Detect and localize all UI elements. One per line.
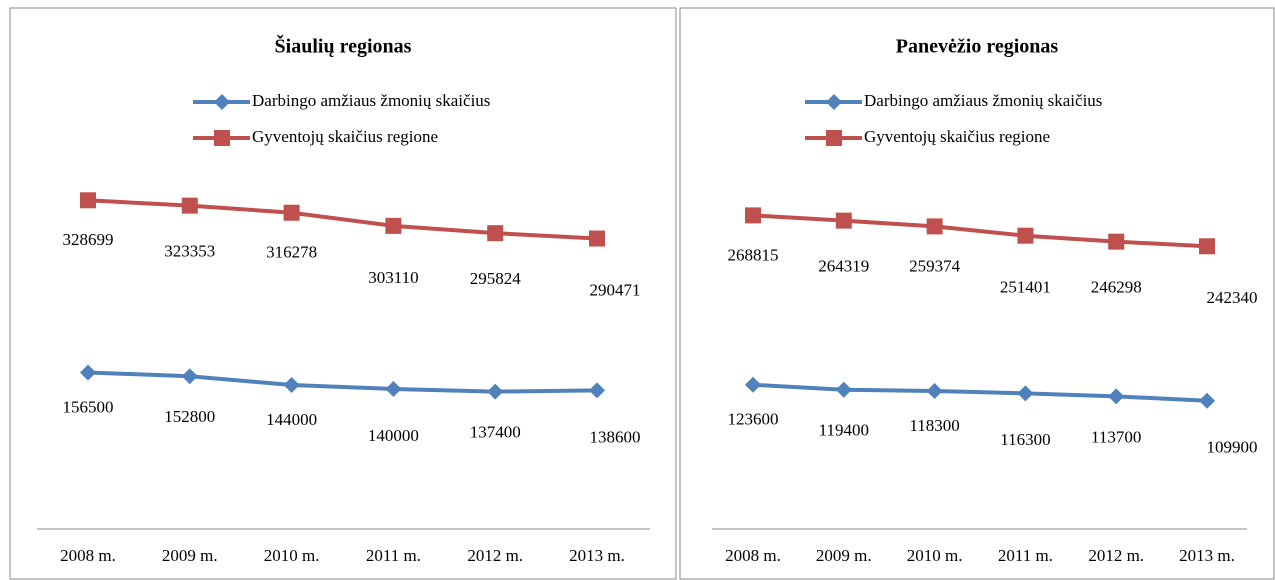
x-tick-label: 2013 m. (1179, 546, 1235, 565)
point (926, 218, 943, 235)
x-tick-label: 2012 m. (1088, 546, 1144, 565)
series-line (87, 198, 598, 241)
data-label: 268815 (728, 245, 779, 264)
data-label: 295824 (470, 269, 522, 288)
chart-title: Šiaulių regionas (275, 34, 412, 58)
data-label: 109900 (1207, 438, 1258, 457)
data-label: 246298 (1091, 278, 1142, 297)
chart-title: Panevėžio regionas (896, 36, 1059, 58)
x-tick-label: 2008 m. (725, 546, 781, 565)
point (926, 382, 943, 399)
data-label: 118300 (909, 416, 959, 435)
point (745, 207, 761, 224)
data-label: 259374 (909, 256, 961, 275)
point (80, 192, 96, 209)
data-label: 113700 (1091, 427, 1141, 446)
legend-marker (214, 130, 230, 146)
point (1017, 385, 1034, 402)
data-label: 328699 (63, 230, 114, 249)
data-label: 123600 (728, 410, 779, 429)
data-label: 303110 (368, 268, 418, 287)
legend-label: Gyventojų skaičius regione (252, 127, 438, 146)
data-label: 144000 (266, 410, 317, 429)
point (487, 383, 504, 400)
legend-marker (826, 130, 842, 146)
data-label: 316278 (266, 243, 317, 262)
point (589, 230, 605, 247)
x-tick-label: 2010 m. (264, 546, 320, 565)
legend-label: Darbingo amžiaus žmonių skaičius (252, 91, 490, 110)
point (181, 197, 198, 214)
x-tick-label: 2010 m. (907, 546, 963, 565)
panel-border (9, 7, 677, 580)
legend-marker (214, 94, 230, 110)
data-label: 323353 (164, 242, 215, 261)
x-tick-label: 2012 m. (467, 546, 523, 565)
x-tick-label: 2011 m. (998, 546, 1053, 565)
x-tick-label: 2008 m. (60, 546, 116, 565)
point (283, 204, 300, 221)
data-label: 264319 (818, 257, 869, 276)
data-label: 242340 (1207, 288, 1258, 307)
data-label: 156500 (63, 397, 114, 416)
x-tick-label: 2009 m. (816, 546, 872, 565)
point (181, 368, 198, 385)
data-label: 116300 (1000, 430, 1050, 449)
point (1199, 238, 1215, 255)
data-label: 119400 (819, 421, 869, 440)
point (835, 381, 852, 398)
point (589, 382, 605, 399)
point (745, 376, 761, 393)
point (1108, 388, 1125, 405)
point (1017, 227, 1034, 244)
panel-border (679, 7, 1275, 580)
legend-label: Darbingo amžiaus žmonių skaičius (864, 91, 1102, 110)
data-label: 290471 (590, 280, 641, 299)
data-label: 137400 (470, 423, 521, 442)
data-label: 138600 (590, 427, 641, 446)
point (283, 377, 300, 393)
data-label: 140000 (368, 426, 419, 445)
point (80, 364, 96, 381)
legend-label: Gyventojų skaičius regione (864, 127, 1050, 146)
data-label: 152800 (164, 407, 215, 426)
point (1108, 233, 1125, 250)
series-line (752, 382, 1208, 403)
point (385, 217, 402, 234)
point (835, 212, 852, 229)
x-tick-label: 2013 m. (569, 546, 625, 565)
x-tick-label: 2011 m. (366, 546, 421, 565)
legend-marker (826, 94, 842, 110)
series-line (752, 213, 1208, 249)
point (385, 381, 402, 397)
point (1199, 392, 1215, 409)
x-tick-label: 2009 m. (162, 546, 218, 565)
point (487, 225, 504, 242)
series-line (87, 370, 598, 394)
data-label: 251401 (1000, 278, 1051, 297)
